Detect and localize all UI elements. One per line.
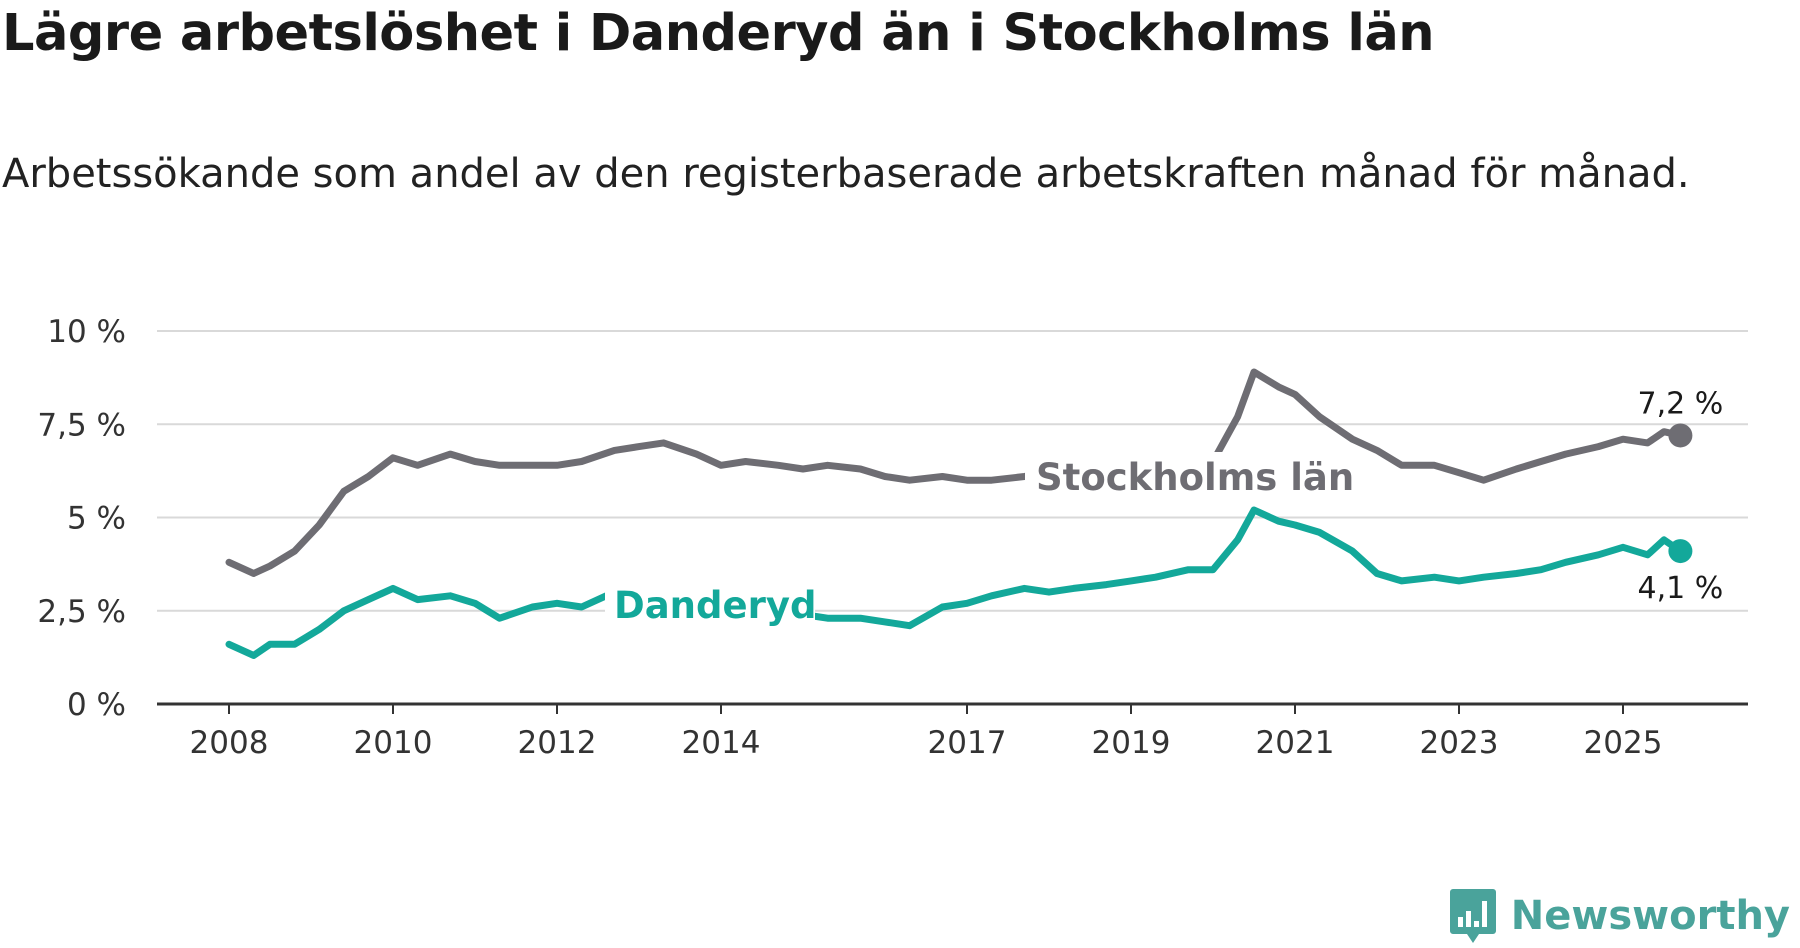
label-halo bbox=[1025, 452, 1351, 498]
label-halo bbox=[605, 580, 815, 626]
x-tick-label: 2021 bbox=[1256, 725, 1335, 761]
x-tick-label: 2023 bbox=[1420, 725, 1499, 761]
y-tick-label: 7,5 % bbox=[37, 407, 126, 443]
chart-title: Lägre arbetslöshet i Danderyd än i Stock… bbox=[2, 4, 1435, 63]
end-point-stockholms-län bbox=[1668, 423, 1693, 448]
x-tick-label: 2008 bbox=[190, 725, 269, 761]
grid-lines bbox=[157, 330, 1748, 612]
x-tick-label: 2017 bbox=[928, 725, 1007, 761]
end-point-danderyd bbox=[1668, 539, 1693, 564]
x-tick-label: 2019 bbox=[1092, 725, 1171, 761]
series-label-danderyd: Danderyd bbox=[614, 584, 816, 627]
y-tick-label: 0 % bbox=[67, 687, 126, 723]
x-tick-label: 2012 bbox=[518, 725, 597, 761]
x-tick-label: 2025 bbox=[1584, 725, 1663, 761]
series-line-stockholms-län bbox=[225, 368, 1684, 577]
end-label-stockholms-lan: 7,2 % bbox=[1638, 386, 1724, 421]
y-tick-label: 10 % bbox=[47, 314, 126, 350]
line-chart: 0 % 2,5 % 5 % 7,5 % 10 % 2008 2010 2012 2014 201… bbox=[37, 314, 1748, 761]
y-tick-label: 5 % bbox=[67, 501, 126, 537]
series-labels: Stockholms län Danderyd 7,2 % 4,1 % bbox=[605, 386, 1723, 627]
newsworthy-bar-chart-icon bbox=[1449, 889, 1496, 943]
end-label-danderyd: 4,1 % bbox=[1638, 571, 1724, 606]
x-tick-label: 2010 bbox=[354, 725, 433, 761]
series-line-danderyd bbox=[225, 506, 1684, 659]
newsworthy-wordmark: Newsworthy bbox=[1510, 893, 1790, 939]
x-axis: 2008 2010 2012 2014 2017 2019 2021 2023 2025 bbox=[157, 702, 1748, 761]
x-tick-label: 2014 bbox=[682, 725, 761, 761]
chart-subtitle: Arbetssökande som andel av den registerb… bbox=[2, 151, 1690, 197]
series-label-stockholms-lan: Stockholms län bbox=[1036, 456, 1354, 499]
y-tick-label: 2,5 % bbox=[37, 594, 126, 630]
y-axis-ticks: 0 % 2,5 % 5 % 7,5 % 10 % bbox=[37, 314, 126, 723]
newsworthy-logo: Newsworthy bbox=[1449, 884, 1790, 948]
series-lines bbox=[225, 368, 1693, 659]
